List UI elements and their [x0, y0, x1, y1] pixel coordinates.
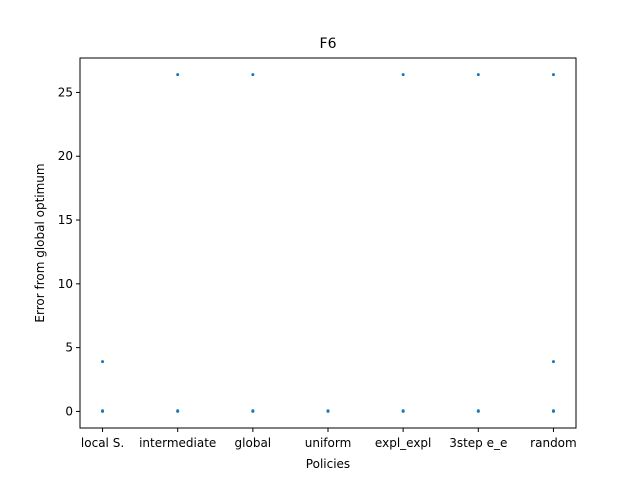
chart-title: F6: [320, 36, 337, 52]
data-point: [551, 360, 555, 364]
y-axis-label: Error from global optimum: [33, 163, 47, 322]
x-tick-label: uniform: [305, 436, 352, 450]
data-point: [176, 73, 180, 77]
data-point: [101, 409, 105, 413]
data-point: [101, 360, 105, 364]
data-point: [251, 73, 255, 77]
y-tick-label: 15: [58, 213, 73, 227]
x-tick-label: global: [235, 436, 272, 450]
y-axis: 0 5 10 15 20 25: [58, 85, 80, 418]
data-point: [401, 73, 405, 77]
y-tick-label: 10: [58, 277, 73, 291]
x-axis-label: Policies: [306, 457, 350, 471]
y-tick-label: 25: [58, 85, 73, 99]
y-tick-label: 20: [58, 149, 73, 163]
data-point: [476, 73, 480, 77]
data-point: [326, 409, 330, 413]
plot-area-frame: [79, 57, 577, 429]
x-tick-label: 3step e_e: [449, 436, 507, 450]
data-point: [251, 409, 255, 413]
x-tick-label: random: [530, 436, 577, 450]
x-axis: local S. intermediate global uniform expl_ex…: [81, 428, 577, 450]
data-point: [551, 73, 555, 77]
data-point: [401, 409, 405, 413]
x-tick-label: intermediate: [139, 436, 216, 450]
data-points: [101, 73, 555, 413]
y-tick-label: 0: [65, 404, 73, 418]
data-point: [551, 409, 555, 413]
x-tick-label: expl_expl: [375, 436, 431, 450]
x-tick-label: local S.: [81, 436, 124, 450]
data-point: [176, 409, 180, 413]
data-point: [476, 409, 480, 413]
y-tick-label: 5: [65, 341, 73, 355]
